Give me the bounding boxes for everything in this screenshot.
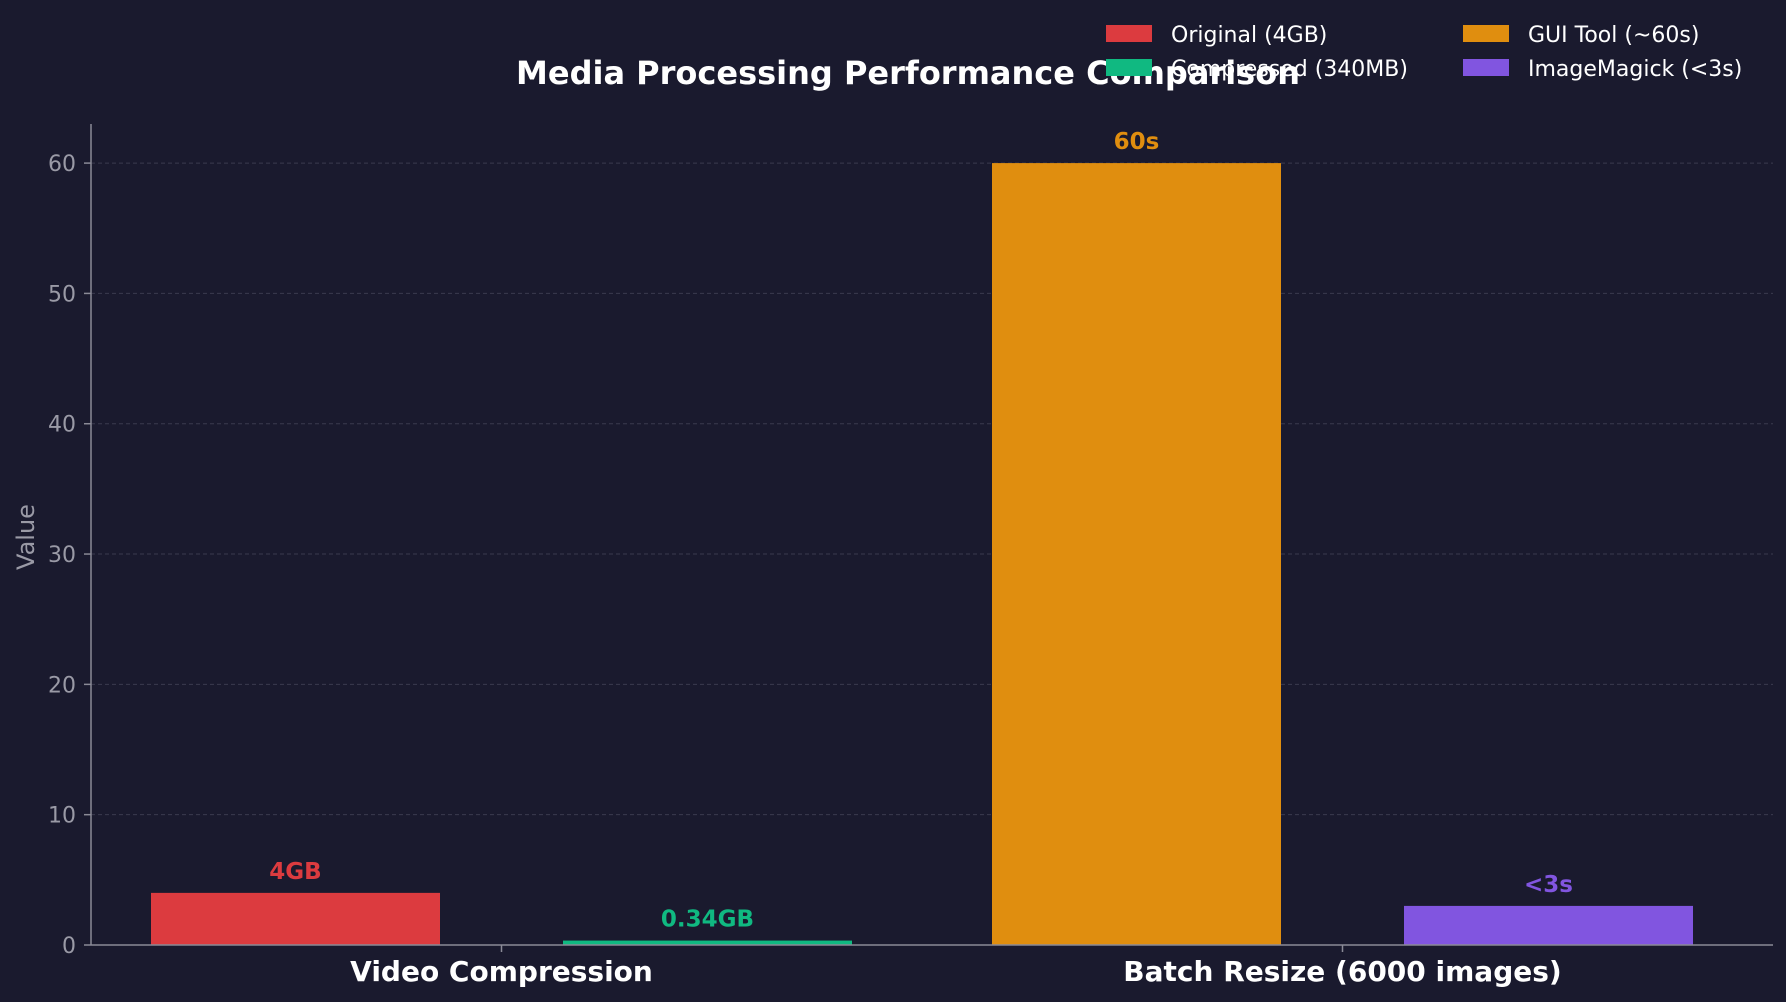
legend-swatch — [1463, 59, 1509, 76]
y-tick-label: 50 — [48, 282, 76, 307]
bar — [1404, 906, 1693, 945]
y-tick-label: 20 — [48, 673, 76, 698]
data-label: 4GB — [269, 859, 321, 885]
bar — [992, 163, 1281, 945]
legend-label: Compressed (340MB) — [1171, 57, 1408, 82]
data-label: 60s — [1114, 129, 1160, 155]
legend-label: GUI Tool (~60s) — [1528, 23, 1699, 48]
y-tick-label: 60 — [48, 152, 76, 177]
x-tick-label: Batch Resize (6000 images) — [1123, 955, 1561, 988]
data-label: <3s — [1524, 872, 1573, 898]
x-tick-label: Video Compression — [350, 955, 653, 988]
y-tick-label: 10 — [48, 804, 76, 829]
y-tick-label: 0 — [62, 934, 76, 959]
y-tick-label: 40 — [48, 413, 76, 438]
data-label: 0.34GB — [661, 907, 754, 933]
legend-swatch — [1106, 59, 1152, 76]
legend-label: ImageMagick (<3s) — [1528, 57, 1742, 82]
bar — [151, 893, 440, 945]
legend-label: Original (4GB) — [1171, 23, 1327, 48]
legend-swatch — [1106, 25, 1152, 42]
legend-swatch — [1463, 25, 1509, 42]
y-axis-label: Value — [12, 504, 40, 570]
y-tick-label: 30 — [48, 543, 76, 568]
